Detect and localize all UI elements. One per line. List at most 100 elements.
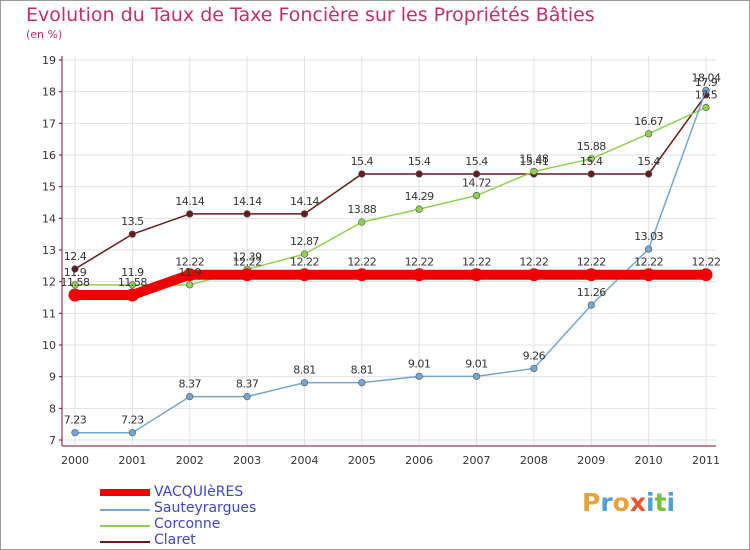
series-line-sauteyrargues (74, 89, 707, 434)
point-claret-2003 (243, 210, 251, 218)
point-vacqui-res-2009 (584, 268, 598, 282)
logo-letter: i (666, 488, 676, 517)
y-tick-label-14: 14 (42, 212, 56, 225)
data-label-corconne-2009: 15.88 (577, 140, 606, 153)
x-tick-label-2008: 2008 (520, 454, 548, 467)
x-tick-label-2005: 2005 (348, 454, 376, 467)
tick-labels: 7 8 9 10 11 12 13 14 15 16 17 18 19 2000 2001 2002 2003 2… (42, 54, 720, 467)
data-label-claret-2006: 15.4 (408, 155, 431, 168)
data-label-sauteyrargues-2005: 8.81 (351, 364, 374, 377)
data-label-sauteyrargues-2008: 9.26 (523, 349, 546, 362)
data-label-vacqui-res-2009: 12.22 (577, 256, 606, 269)
point-sauteyrargues-2001 (128, 429, 136, 437)
data-label-claret-2004: 14.14 (290, 195, 319, 208)
point-vacqui-res-2008 (527, 268, 541, 282)
y-tick-label-7: 7 (49, 434, 56, 447)
point-sauteyrargues-2010 (645, 245, 653, 253)
data-label-corconne-2007: 14.72 (462, 177, 491, 190)
point-corconne-2002 (186, 281, 194, 289)
plot-area (62, 56, 716, 446)
x-tick-label-2003: 2003 (233, 454, 261, 467)
point-corconne-2010 (645, 130, 653, 138)
point-claret-2002 (186, 210, 194, 218)
point-vacqui-res-2011 (699, 268, 713, 282)
point-claret-2004 (300, 210, 309, 218)
y-tick-label-12: 12 (42, 276, 56, 289)
point-corconne-2001 (128, 281, 136, 289)
data-label-vacqui-res-2010: 12.22 (634, 256, 663, 269)
point-claret-2000 (71, 265, 79, 273)
legend-label-claret: Claret (154, 532, 196, 548)
point-sauteyrargues-2005 (358, 379, 366, 387)
data-label-claret-2002: 14.14 (175, 195, 204, 208)
data-label-vacqui-res-2003: 12.22 (233, 256, 262, 269)
data-label-claret-2005: 15.4 (351, 155, 374, 168)
point-sauteyrargues-2011 (702, 86, 710, 94)
data-label-sauteyrargues-2003: 8.37 (236, 378, 259, 391)
point-sauteyrargues-2003 (243, 393, 251, 401)
point-vacqui-res-2010 (642, 268, 656, 282)
x-tick-label-2007: 2007 (463, 454, 491, 467)
logo-letter: o (612, 488, 630, 517)
data-label-vacqui-res-2006: 12.22 (405, 256, 434, 269)
data-label-claret-2007: 15.4 (465, 155, 488, 168)
point-sauteyrargues-2002 (186, 393, 194, 401)
legend-label-corconne: Corconne (154, 516, 221, 532)
y-tick-label-19: 19 (42, 54, 56, 67)
data-label-sauteyrargues-2002: 8.37 (178, 378, 201, 391)
data-label-corconne-2002: 11.9 (178, 266, 201, 279)
point-claret-2010 (645, 170, 653, 178)
point-sauteyrargues-2009 (587, 301, 595, 309)
point-sauteyrargues-2004 (300, 379, 309, 387)
point-claret-2009 (587, 170, 595, 178)
data-label-claret-2011: 17.9 (695, 76, 718, 89)
point-corconne-2009 (587, 155, 595, 163)
logo-letter: P (582, 488, 601, 517)
data-label-claret-2010: 15.4 (637, 155, 660, 168)
point-corconne-2006 (415, 205, 423, 213)
y-tick-label-8: 8 (49, 402, 56, 415)
data-label-claret-2000: 12.4 (64, 250, 87, 263)
data-label-vacqui-res-2000: 11.58 (61, 276, 90, 289)
y-tick-label-15: 15 (42, 181, 56, 194)
point-vacqui-res-2001 (125, 288, 139, 302)
series-line-vacqui-res (70, 269, 711, 300)
data-label-vacqui-res-2007: 12.22 (462, 256, 491, 269)
point-claret-2007 (472, 170, 481, 178)
point-vacqui-res-2007 (470, 268, 484, 282)
point-corconne-2007 (472, 191, 481, 200)
point-corconne-2011 (702, 103, 710, 112)
x-tick-label-2001: 2001 (118, 454, 146, 467)
x-tick-label-2004: 2004 (290, 454, 318, 467)
x-tick-label-2006: 2006 (405, 454, 433, 467)
series-line-corconne (74, 106, 707, 286)
grid-lines (62, 56, 716, 446)
legend-swatch-sauteyrargues (100, 509, 150, 511)
data-label-corconne-2010: 16.67 (634, 115, 663, 128)
y-tick-label-9: 9 (49, 371, 56, 384)
data-label-sauteyrargues-2004: 8.81 (293, 364, 316, 377)
data-label-claret-2009: 15.4 (580, 155, 603, 168)
data-label-claret-2008: 15.41 (519, 155, 548, 168)
data-label-vacqui-res-2004: 12.22 (290, 256, 319, 269)
y-tick-label-10: 10 (42, 339, 56, 352)
point-sauteyrargues-2008 (530, 364, 538, 373)
point-sauteyrargues-2006 (415, 372, 423, 380)
axes (59, 56, 716, 447)
point-vacqui-res-2006 (412, 268, 426, 282)
data-label-sauteyrargues-2010: 13.03 (634, 230, 663, 243)
logo-letter: i (646, 488, 655, 517)
data-label-sauteyrargues-2009: 11.26 (577, 286, 606, 299)
series-lines (68, 86, 713, 437)
point-claret-2005 (358, 170, 366, 178)
data-label-corconne-2005: 13.88 (347, 203, 376, 216)
data-label-corconne-2001: 11.9 (121, 266, 144, 279)
data-label-vacqui-res-2002: 12.22 (175, 256, 204, 269)
data-label-vacqui-res-2005: 12.22 (347, 256, 376, 269)
chart-title: Evolution du Taux de Taxe Foncière sur l… (26, 4, 595, 26)
proxiti-logo: Proxiti (582, 488, 675, 517)
data-label-corconne-2004: 12.87 (290, 235, 319, 248)
y-tick-label-11: 11 (42, 307, 56, 320)
point-claret-2006 (415, 170, 423, 178)
